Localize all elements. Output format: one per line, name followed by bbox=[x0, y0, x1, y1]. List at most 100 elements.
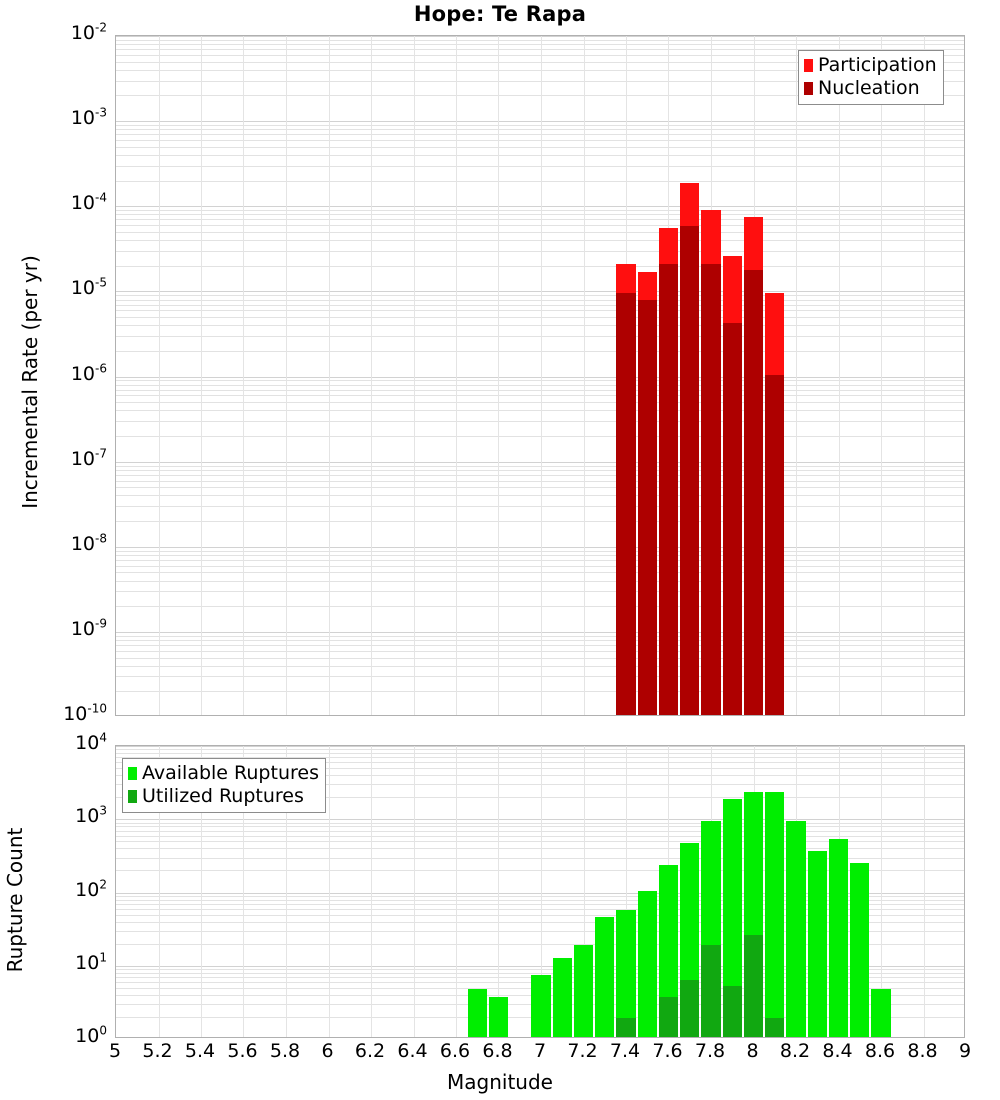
y-tick-label: 10-3 bbox=[0, 107, 107, 130]
y-tick-label: 10-9 bbox=[0, 616, 107, 640]
bar-segment-utilized bbox=[743, 934, 764, 1037]
bar-segment-available bbox=[616, 909, 636, 1037]
y-tick-exponent: -8 bbox=[95, 531, 107, 546]
bar-segment-available bbox=[488, 997, 509, 1037]
x-tick-label: 8 bbox=[746, 1040, 759, 1062]
bar-segment-utilized bbox=[616, 1018, 636, 1037]
bar bbox=[680, 842, 700, 1037]
y-tick-exponent: -6 bbox=[95, 361, 107, 376]
y-tick-mantissa: 10 bbox=[70, 107, 96, 130]
bars-rupture-count bbox=[116, 746, 964, 1037]
x-tick-label: 9 bbox=[958, 1040, 972, 1062]
bar bbox=[573, 945, 594, 1037]
y-tick-exponent: 3 bbox=[99, 803, 107, 818]
bar-segment-utilized bbox=[658, 997, 679, 1037]
y-tick-exponent: -10 bbox=[87, 701, 107, 716]
y-tick-exponent: 0 bbox=[99, 1023, 107, 1038]
bar bbox=[722, 255, 742, 715]
bar-segment-utilized bbox=[701, 945, 721, 1037]
x-axis-label: Magnitude bbox=[447, 1070, 553, 1094]
x-tick-label: 6.2 bbox=[354, 1040, 386, 1062]
y-tick-mantissa: 10 bbox=[70, 617, 96, 640]
x-tick-label: 6.4 bbox=[397, 1040, 428, 1062]
bar-segment-available bbox=[765, 792, 785, 1037]
bar bbox=[807, 850, 827, 1037]
x-tick-label: 7.6 bbox=[652, 1040, 683, 1062]
x-tick-label: 5 bbox=[108, 1040, 122, 1062]
x-tick-label: 5.2 bbox=[142, 1040, 173, 1062]
legend-label: Nucleation bbox=[818, 77, 920, 99]
bar bbox=[828, 839, 849, 1037]
bar-segment-available bbox=[658, 865, 679, 1037]
legend-swatch-icon bbox=[804, 59, 813, 72]
x-tick-label: 6.8 bbox=[482, 1040, 513, 1062]
bar-segment-nucleation bbox=[765, 374, 785, 715]
bar bbox=[467, 989, 487, 1037]
y-tick-mantissa: 10 bbox=[70, 22, 96, 44]
page-title: Hope: Te Rapa bbox=[413, 2, 587, 26]
bar-segment-utilized bbox=[765, 1018, 785, 1037]
x-tick-label: 7 bbox=[533, 1040, 547, 1062]
bar-segment-nucleation bbox=[637, 300, 657, 715]
incremental-rate-plot bbox=[115, 35, 965, 716]
bar-segment-nucleation bbox=[722, 323, 742, 715]
legend-label: Utilized Ruptures bbox=[142, 785, 304, 807]
x-tick-label: 8.4 bbox=[822, 1040, 853, 1062]
x-tick-label: 8.8 bbox=[907, 1040, 938, 1062]
y-tick-exponent: 4 bbox=[99, 730, 107, 745]
legend-swatch-icon bbox=[128, 790, 137, 803]
bar bbox=[786, 820, 806, 1037]
bar bbox=[765, 293, 785, 715]
bar bbox=[743, 217, 764, 715]
bar bbox=[637, 890, 657, 1037]
y-tick-exponent: -2 bbox=[95, 20, 107, 35]
bar bbox=[850, 862, 870, 1037]
bar bbox=[658, 865, 679, 1037]
bar-segment-nucleation bbox=[616, 293, 636, 715]
bar bbox=[871, 989, 891, 1037]
bar bbox=[595, 917, 615, 1037]
x-tick-label: 6 bbox=[321, 1040, 334, 1062]
y-tick-label: 10-8 bbox=[0, 532, 107, 554]
x-tick-label: 6.6 bbox=[439, 1040, 471, 1062]
legend-label: Participation bbox=[818, 54, 937, 76]
bar-segment-nucleation bbox=[680, 226, 700, 715]
legend-swatch-icon bbox=[128, 767, 137, 780]
legend-rupture-count: Available Ruptures Utilized Ruptures bbox=[122, 758, 326, 813]
y-tick-label: 102 bbox=[0, 878, 107, 900]
y-tick-label: 100 bbox=[0, 1023, 107, 1047]
bar bbox=[616, 263, 636, 715]
bar-segment-available bbox=[828, 839, 849, 1037]
bar-segment-available bbox=[807, 850, 827, 1037]
x-tick-label: 7.4 bbox=[609, 1040, 641, 1062]
bar bbox=[531, 975, 551, 1037]
y-tick-mantissa: 10 bbox=[70, 277, 96, 300]
bar-segment-nucleation bbox=[658, 263, 679, 715]
bar bbox=[552, 957, 572, 1037]
x-tick-label: 7.2 bbox=[567, 1040, 598, 1062]
bar-segment-available bbox=[595, 917, 615, 1037]
y-axis-label-top: Incremental Rate (per yr) bbox=[18, 255, 42, 509]
x-tick-label: 8.2 bbox=[779, 1040, 811, 1062]
bar-segment-available bbox=[850, 862, 870, 1037]
y-tick-exponent: -7 bbox=[95, 446, 107, 461]
bar bbox=[765, 792, 785, 1037]
bar bbox=[701, 210, 721, 715]
bars-incremental-rate bbox=[116, 36, 964, 715]
bar bbox=[488, 997, 509, 1037]
y-tick-label: 10-10 bbox=[0, 701, 107, 724]
y-tick-label: 10-5 bbox=[0, 277, 107, 300]
bar bbox=[637, 272, 657, 715]
y-tick-mantissa: 10 bbox=[75, 805, 100, 828]
y-tick-exponent: -9 bbox=[95, 616, 107, 631]
y-tick-label: 10-2 bbox=[0, 20, 107, 44]
bar-segment-available bbox=[467, 989, 487, 1037]
y-tick-exponent: 1 bbox=[99, 950, 107, 965]
legend-item: Utilized Ruptures bbox=[128, 785, 319, 808]
y-tick-mantissa: 10 bbox=[75, 1025, 100, 1047]
y-tick-mantissa: 10 bbox=[75, 951, 100, 974]
legend-label: Available Ruptures bbox=[142, 762, 319, 784]
legend-incremental-rate: Participation Nucleation bbox=[798, 50, 944, 105]
y-tick-exponent: 2 bbox=[99, 877, 107, 892]
bar-segment-available bbox=[722, 798, 742, 1037]
